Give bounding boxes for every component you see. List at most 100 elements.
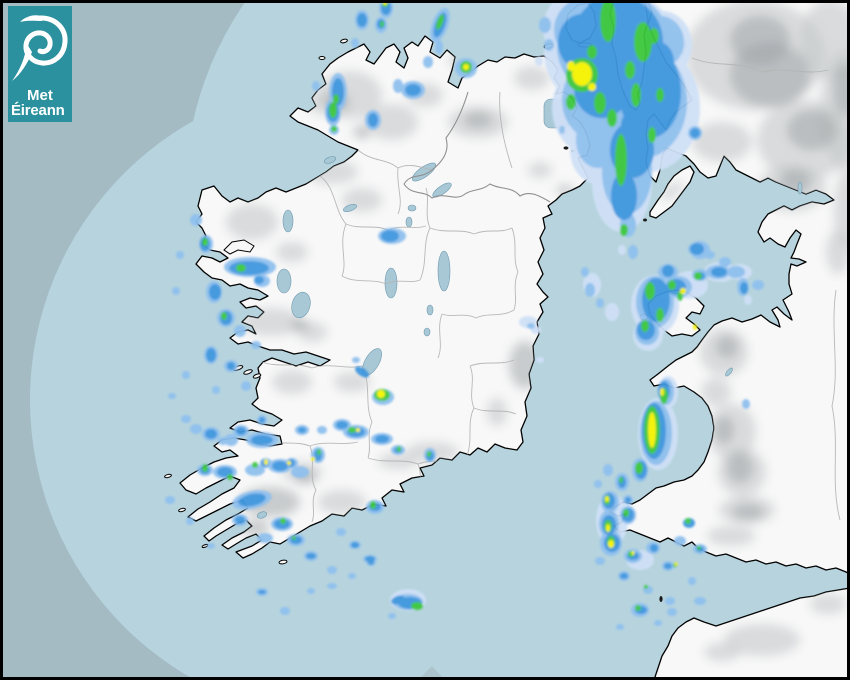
rain-cell-level-3: [251, 435, 273, 445]
rain-cell-level-4: [656, 308, 664, 322]
rain-cell-level-3: [254, 276, 264, 284]
lundy-island: [659, 596, 663, 602]
rain-cell-level-2: [603, 464, 613, 476]
rain-cell-level-5: [648, 412, 656, 448]
rain-cell-level-3: [690, 128, 700, 138]
rain-cell-level-2: [336, 528, 346, 536]
rain-cell-level-3: [298, 427, 306, 433]
rain-cell-level-4: [587, 45, 597, 59]
rain-cell-level-4: [221, 312, 227, 320]
rain-cell-level-2: [688, 577, 696, 585]
rain-cell-level-3: [711, 267, 727, 277]
rain-cell-level-2: [667, 608, 677, 616]
lough-corrib: [291, 291, 311, 319]
rain-cell-level-5: [631, 551, 635, 555]
rain-cell-level-5: [660, 388, 664, 396]
rain-cell-level-3: [236, 427, 246, 435]
rain-cell-level-5: [605, 496, 609, 502]
rain-cell-level-1: [536, 357, 544, 363]
rain-cell-level-5: [356, 428, 360, 432]
rain-cell-level-2: [168, 393, 176, 399]
rain-cell-level-2: [245, 464, 265, 476]
rain-cell-level-2: [241, 381, 251, 391]
rain-cell-level-4: [370, 501, 376, 509]
rain-cell-level-2: [190, 214, 202, 226]
lower-lough-erne: [432, 182, 452, 198]
rain-cell-level-4: [625, 61, 635, 79]
rain-cell-level-2: [317, 426, 327, 434]
northern-ireland-border: [403, 91, 551, 203]
rain-cell-level-2: [327, 566, 337, 574]
rain-cell-level-2: [165, 496, 175, 504]
rain-cell-level-5: [608, 540, 614, 548]
midland-lake: [384, 267, 398, 299]
logo-line-met: Met: [27, 86, 53, 104]
donegal-islet: [318, 56, 326, 60]
rain-cell-level-2: [348, 573, 356, 579]
terrain-light-shading: [226, 0, 850, 661]
rain-cell-level-3: [625, 497, 631, 503]
rain-cell-level-4: [635, 605, 641, 611]
rain-cell-level-2: [312, 81, 320, 91]
rain-cell-level-5: [572, 62, 592, 86]
rain-cell-level-2: [576, 112, 620, 168]
rain-cell-level-2: [257, 533, 273, 543]
rain-cell-level-2: [393, 79, 403, 93]
rain-cell-level-2: [596, 298, 604, 308]
rain-cell-level-5: [680, 288, 686, 294]
rain-cell-level-2: [527, 323, 535, 329]
aran-island: [243, 369, 253, 375]
rain-cell-level-5: [567, 61, 575, 71]
rain-cell-level-4: [227, 474, 233, 480]
small-lake: [407, 204, 417, 212]
rain-cell-level-2: [665, 597, 675, 605]
rain-cell-level-3: [206, 348, 216, 362]
llyn-tegid: [725, 367, 733, 377]
rain-cell-level-4: [202, 238, 208, 246]
rain-cell-level-4: [644, 585, 648, 589]
rain-cell-level-2: [694, 597, 706, 605]
met-eireann-wordmark: Met Éireann: [11, 86, 65, 120]
rain-cell-level-2: [280, 607, 290, 615]
rain-cell-level-2: [182, 371, 190, 379]
precipitation-layer: [165, 0, 764, 630]
rain-cell-level-2: [719, 257, 731, 267]
rain-cell-level-4: [317, 449, 321, 455]
rain-cell-level-2: [654, 620, 662, 626]
rain-cell-level-3: [664, 563, 672, 569]
rain-cell-level-5: [463, 64, 469, 70]
rain-cell-level-2: [628, 245, 638, 259]
logo-line-eireann: Éireann: [11, 102, 65, 120]
rain-cell-level-4: [331, 126, 337, 132]
sanda-islet: [563, 146, 569, 150]
lough-gill: [343, 204, 357, 212]
rain-cell-level-3: [235, 516, 245, 524]
rain-cell-level-2: [190, 424, 202, 434]
rain-cell-level-4: [566, 94, 576, 110]
rain-cell-level-3: [662, 265, 674, 277]
county-boundaries-layer: [261, 91, 551, 541]
lough-ree: [437, 250, 451, 292]
rain-cell-level-3: [690, 243, 704, 255]
rain-cell-level-2: [307, 588, 315, 594]
rain-cell-level-3: [259, 417, 265, 423]
rain-cell-level-4: [694, 272, 702, 280]
rain-cell-level-2: [224, 434, 238, 446]
lough-melvin: [323, 156, 337, 164]
rain-cell-level-2: [742, 399, 750, 409]
rain-cell-level-4: [620, 224, 628, 236]
rain-cell-level-2: [752, 280, 764, 290]
rain-cell-level-4: [594, 92, 606, 114]
rain-cell-level-4: [634, 22, 652, 62]
valentia-island: [178, 507, 186, 513]
rain-cell-level-2: [594, 480, 602, 488]
terrain-relief-layer: [226, 0, 850, 661]
rain-cell-level-2: [388, 613, 396, 619]
rain-cell-level-2: [674, 536, 686, 546]
rain-cell-level-4: [615, 134, 627, 186]
rain-cell-level-3: [351, 542, 359, 548]
rain-cell-level-3: [355, 366, 369, 378]
rain-cell-level-2: [351, 38, 359, 48]
small-lake: [423, 327, 431, 337]
